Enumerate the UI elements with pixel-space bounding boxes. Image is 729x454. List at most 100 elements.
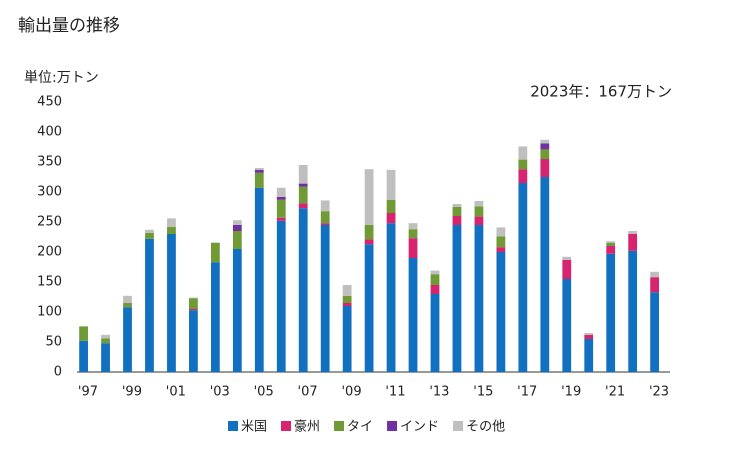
y-tick-label: 300 (37, 185, 62, 200)
x-tick-label: '19 (561, 385, 581, 400)
bar-segment (298, 203, 308, 209)
bar-segment (562, 279, 572, 372)
bar-segment (650, 277, 660, 293)
x-tick-label: '15 (473, 385, 493, 400)
y-tick-label: 200 (37, 245, 62, 260)
bar-segment (408, 223, 418, 230)
bar-segment (232, 220, 242, 225)
bar-segment (189, 309, 198, 311)
x-tick-label: '09 (341, 385, 361, 400)
bar-segment (474, 201, 484, 207)
y-tick-label: 150 (37, 275, 62, 290)
bar-segment (496, 236, 506, 248)
bar-segment (650, 271, 660, 278)
bar-segment (364, 225, 374, 240)
legend-swatch (334, 421, 345, 431)
y-tick-label: 350 (37, 155, 62, 170)
legend-label: インド (400, 420, 439, 435)
bar-segment (276, 187, 286, 197)
bar-segment (518, 169, 528, 183)
bar-segment (189, 310, 198, 372)
bar-segment (540, 149, 550, 159)
bar-segment (540, 139, 550, 144)
bar-segment (364, 239, 374, 245)
x-tick-label: '97 (78, 385, 98, 400)
bar-segment (496, 247, 506, 252)
bar-segment (276, 220, 286, 372)
bar-segment (254, 172, 264, 188)
bar-segment (518, 183, 528, 372)
bar-segment (298, 208, 308, 372)
bar-segment (606, 253, 616, 372)
bar-segment (298, 186, 308, 204)
y-tick-label: 50 (45, 335, 62, 350)
bar-segment (276, 217, 286, 221)
x-tick-label: '01 (166, 385, 186, 400)
bar-segment (540, 159, 550, 177)
legend-label: その他 (466, 420, 505, 435)
bar-segment (430, 274, 440, 285)
bar-segment (320, 223, 330, 225)
bar-segment (232, 231, 242, 249)
bar-segment (606, 241, 616, 243)
bar-segment (518, 159, 528, 170)
bar-segment (452, 204, 462, 207)
y-tick-label: 400 (37, 125, 62, 140)
bar-segment (540, 177, 550, 372)
bar-segment (584, 334, 594, 339)
bar-segment (101, 343, 110, 372)
bar-segment (123, 303, 132, 308)
bar-segment (298, 165, 308, 184)
bar-segment (210, 243, 220, 263)
bar-segment (320, 211, 330, 224)
legend-label: 米国 (241, 420, 267, 435)
bar-segment (386, 213, 396, 224)
bar-segment (540, 143, 550, 150)
y-axis-label: 単位:万トン (24, 70, 99, 86)
legend-swatch (228, 421, 238, 431)
bar-segment (606, 243, 616, 246)
legend-swatch (453, 421, 464, 431)
bar-segment (254, 168, 264, 170)
bar-segment (518, 146, 528, 160)
bar-segment (232, 225, 242, 231)
x-tick-label: '03 (210, 385, 230, 400)
x-tick-label: '17 (517, 385, 537, 400)
bar-segment (167, 234, 176, 372)
bar-segment (430, 270, 440, 275)
bar-segment (386, 223, 396, 372)
bar-segment (430, 285, 440, 294)
bar-segment (474, 216, 484, 225)
bar-segment (254, 187, 264, 372)
legend-swatch (281, 421, 292, 431)
bar-segment (145, 238, 154, 372)
x-tick-label: '05 (254, 385, 274, 400)
bar-segment (342, 295, 352, 303)
y-tick-label: 0 (54, 365, 62, 380)
bar-segment (474, 225, 484, 372)
y-tick-label: 100 (37, 305, 62, 320)
bar-segment (452, 207, 462, 216)
bar-segment (496, 252, 506, 372)
y-tick-label: 450 (37, 95, 62, 110)
bar-segment (79, 326, 88, 341)
bar-segment (342, 285, 352, 296)
bar-segment (628, 234, 638, 251)
bar-segment (628, 250, 638, 372)
bar-segment (408, 238, 418, 258)
x-tick-label: '99 (122, 385, 142, 400)
bar-segment (189, 298, 198, 309)
bar-segment (584, 333, 594, 335)
x-tick-label: '23 (649, 385, 669, 400)
bar-segment (167, 218, 176, 227)
bar-segment (628, 231, 638, 234)
bar-segment (584, 339, 594, 372)
bar-segment (452, 216, 462, 225)
bar-segment (276, 199, 286, 218)
bar-segment (562, 259, 572, 279)
bar-segment (430, 294, 440, 372)
bar-segment (123, 295, 132, 303)
legend-label: 豪州 (294, 419, 320, 435)
bar-segment (210, 262, 220, 372)
